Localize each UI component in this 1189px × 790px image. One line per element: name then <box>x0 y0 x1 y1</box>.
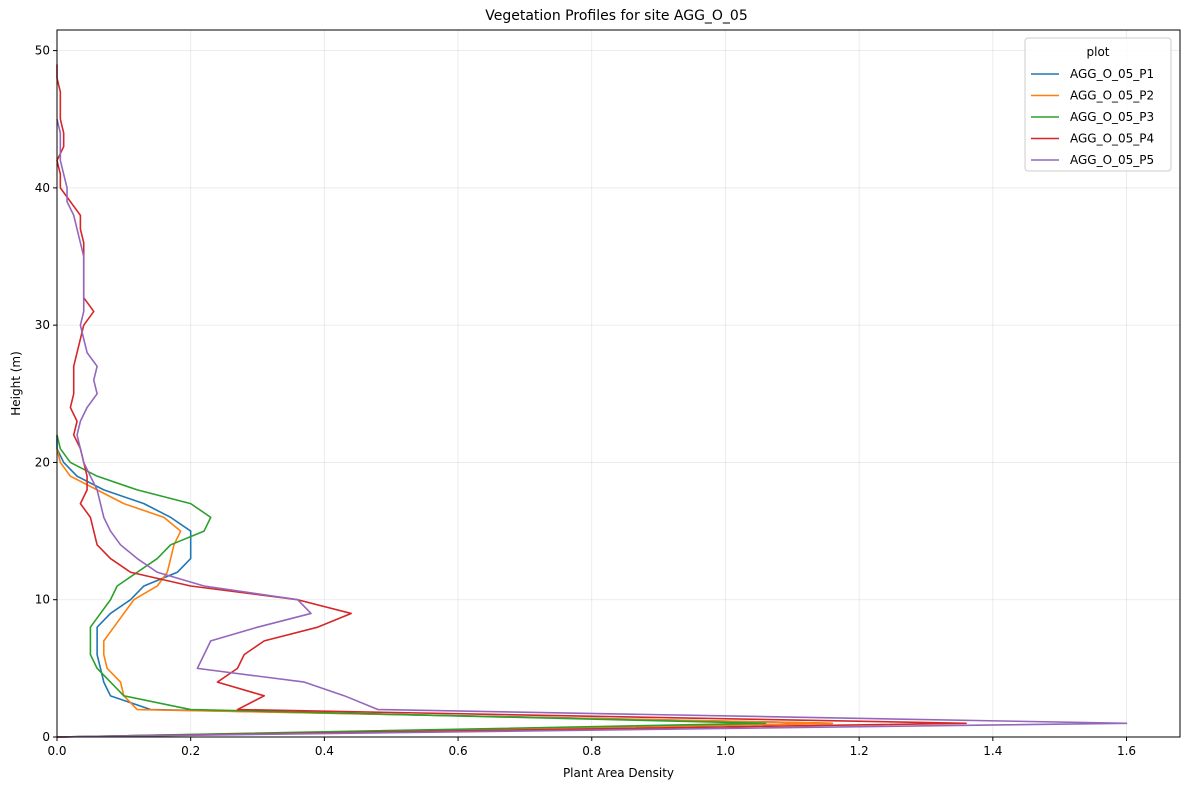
y-tick-label: 0 <box>42 730 50 744</box>
y-tick-label: 10 <box>35 593 50 607</box>
x-tick-label: 1.4 <box>983 744 1002 758</box>
legend-label: AGG_O_05_P5 <box>1070 153 1154 167</box>
legend-label: AGG_O_05_P4 <box>1070 132 1154 146</box>
legend-label: AGG_O_05_P2 <box>1070 89 1154 103</box>
series-line-agg-o-05-p5 <box>56 119 1128 738</box>
x-tick-label: 0.4 <box>315 744 334 758</box>
series-line-agg-o-05-p3 <box>56 434 767 738</box>
x-axis-ticks: 0.0 0.2 0.4 0.6 0.8 1.0 1.2 1.4 1.6 <box>47 737 1136 758</box>
x-tick-label: 0.8 <box>582 744 601 758</box>
legend-label: AGG_O_05_P3 <box>1070 110 1154 124</box>
x-tick-label: 1.6 <box>1117 744 1136 758</box>
legend-entries: AGG_O_05_P1 AGG_O_05_P2 AGG_O_05_P3 AGG_O_0… <box>1031 67 1154 167</box>
x-tick-label: 0.0 <box>47 744 66 758</box>
y-axis-ticks: 0 10 20 30 40 50 <box>35 44 57 744</box>
series-line-agg-o-05-p2 <box>56 448 834 738</box>
y-axis-label: Height (m) <box>9 351 23 416</box>
plot-area-frame <box>56 29 1181 738</box>
y-tick-label: 40 <box>35 181 50 195</box>
series-line-agg-o-05-p4 <box>56 64 967 738</box>
x-axis-label: Plant Area Density <box>563 766 674 780</box>
legend-label: AGG_O_05_P1 <box>1070 67 1154 81</box>
grid <box>56 30 1180 738</box>
legend-title: plot <box>1087 45 1110 59</box>
x-tick-label: 1.0 <box>716 744 735 758</box>
plot-series <box>56 64 1128 738</box>
legend: plot AGG_O_05_P1AGG_O_05_P2AGG_O_05_P3AG… <box>1024 37 1172 172</box>
y-tick-label: 30 <box>35 318 50 332</box>
legend-box <box>1024 37 1172 172</box>
x-tick-label: 0.2 <box>181 744 200 758</box>
x-tick-label: 1.2 <box>850 744 869 758</box>
y-tick-label: 20 <box>35 455 50 469</box>
y-tick-label: 50 <box>35 44 50 58</box>
x-tick-label: 0.6 <box>449 744 468 758</box>
chart-title: Vegetation Profiles for site AGG_O_05 <box>485 8 748 24</box>
